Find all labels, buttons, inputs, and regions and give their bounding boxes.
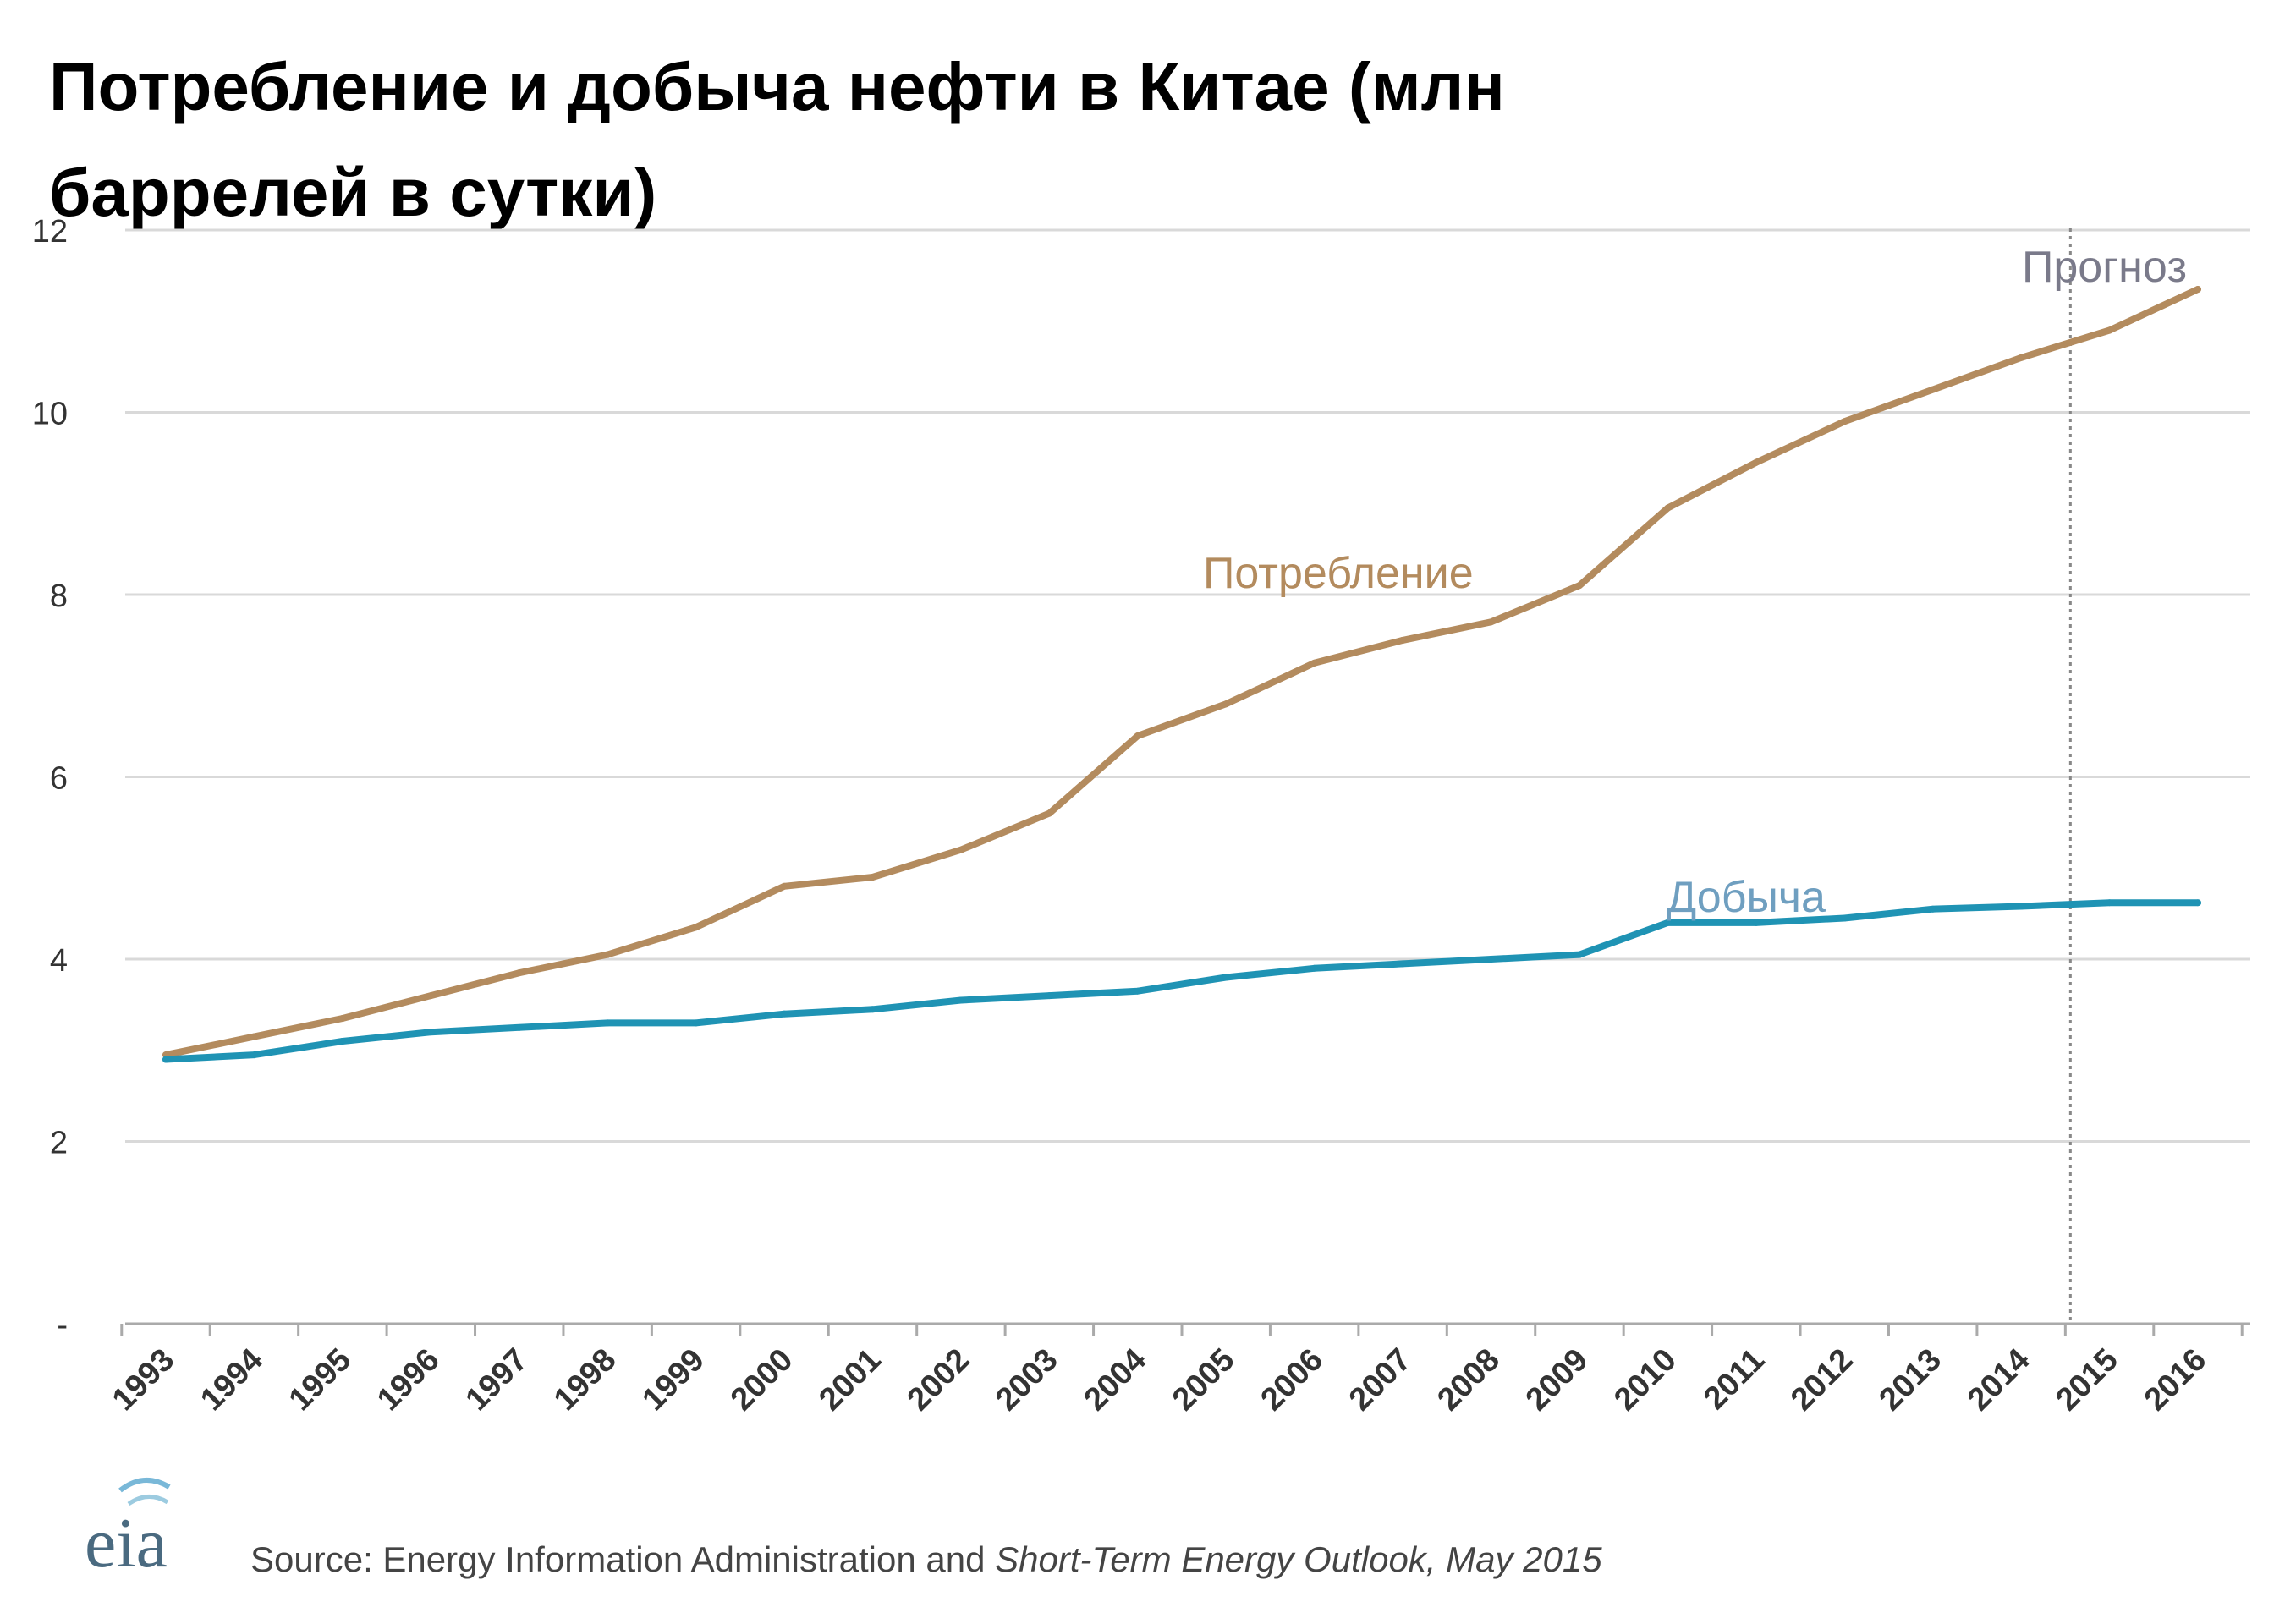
x-tick-label-2005: 2005	[1166, 1342, 1241, 1418]
x-tick-label-2003: 2003	[989, 1342, 1064, 1418]
production-point-1996	[427, 1029, 435, 1036]
production-point-2004	[1134, 987, 1141, 995]
x-tick-label-2002: 2002	[901, 1342, 976, 1418]
production-point-1994	[250, 1051, 258, 1059]
consumption-point-2016	[2194, 286, 2201, 294]
x-tick-label-2004: 2004	[1078, 1342, 1153, 1418]
consumption-line	[162, 286, 2201, 1059]
consumption-point-1994	[250, 1033, 258, 1040]
consumption-point-1997	[515, 969, 523, 977]
production-point-1993	[162, 1056, 169, 1063]
y-tick-label-3: 6	[50, 761, 68, 797]
eia-logo-text: eia	[85, 1504, 168, 1583]
consumption-point-2009	[1575, 582, 1583, 590]
x-tick-label-1997: 1997	[459, 1342, 535, 1418]
y-tick-label-2: 4	[50, 943, 68, 979]
production-point-2005	[1222, 974, 1230, 981]
x-tick-label-1994: 1994	[194, 1342, 269, 1418]
production-point-1999	[692, 1019, 700, 1027]
x-tick-label-1995: 1995	[283, 1342, 358, 1418]
source-suffix: May 2015	[1436, 1539, 1602, 1579]
x-tick-label-2014: 2014	[1961, 1342, 2036, 1418]
x-tick-label-2016: 2016	[2138, 1342, 2213, 1418]
x-tick-label-2007: 2007	[1343, 1342, 1418, 1418]
consumption-point-1999	[692, 924, 700, 931]
production-point-2003	[1046, 992, 1053, 1000]
consumption-point-2000	[781, 882, 788, 890]
consumption-point-2006	[1310, 659, 1318, 667]
production-point-2012	[1841, 914, 1848, 922]
x-axis-ticks: 1993 1994 1995 1996 1997 1998 1999 2000 2001 2002…	[106, 1342, 2213, 1418]
source-italic: Short-Term Energy Outlook,	[995, 1539, 1436, 1579]
consumption-point-2003	[1046, 809, 1053, 817]
consumption-point-2002	[957, 846, 964, 853]
consumption-label: Потребление	[1203, 549, 1474, 598]
chart-title-line-1: Потребление и добыча нефти в Китае (млн	[49, 49, 1505, 124]
consumption-point-2011	[1752, 458, 1760, 466]
consumption-point-2014	[2018, 354, 2025, 361]
x-tick-label-1993: 1993	[106, 1342, 181, 1418]
source-note: Source: Energy Information Administratio…	[250, 1539, 1602, 1579]
x-tick-label-1999: 1999	[635, 1342, 711, 1418]
y-tick-label-4: 8	[50, 579, 68, 614]
x-tick-label-2001: 2001	[812, 1342, 887, 1418]
production-point-1995	[338, 1037, 346, 1045]
eia-logo: eia	[85, 1477, 171, 1583]
eia-logo-arc-icon	[118, 1477, 171, 1493]
x-tick-label-1998: 1998	[547, 1342, 623, 1418]
gridlines	[125, 228, 2250, 1143]
x-tick-label-2000: 2000	[724, 1342, 799, 1418]
production-point-2011	[1752, 919, 1760, 926]
production-point-2010	[1664, 919, 1672, 926]
consumption-point-1996	[427, 992, 435, 1000]
source-prefix: Source: Energy Information Administratio…	[250, 1539, 995, 1579]
production-point-2009	[1575, 951, 1583, 958]
chart-title-line-2: баррелей в сутки)	[49, 155, 656, 230]
production-point-2016	[2194, 899, 2201, 907]
x-axis	[120, 1322, 2250, 1336]
production-point-2007	[1399, 960, 1407, 968]
forecast-label: Прогноз	[2022, 243, 2187, 292]
x-tick-label-2013: 2013	[1873, 1342, 1948, 1418]
production-point-2006	[1310, 964, 1318, 972]
x-tick-label-2009: 2009	[1519, 1342, 1595, 1418]
x-tick-label-2006: 2006	[1255, 1342, 1330, 1418]
consumption-point-2008	[1487, 618, 1495, 626]
y-tick-label-0: -	[57, 1308, 68, 1343]
x-tick-label-1996: 1996	[371, 1342, 446, 1418]
x-tick-label-2010: 2010	[1607, 1342, 1683, 1418]
consumption-point-2015	[2106, 326, 2113, 334]
x-tick-label-2011: 2011	[1697, 1342, 1771, 1417]
consumption-point-2007	[1399, 636, 1407, 644]
production-point-2000	[781, 1010, 788, 1018]
x-tick-label-2015: 2015	[2049, 1342, 2124, 1418]
production-point-1998	[604, 1019, 612, 1027]
series	[162, 286, 2201, 1063]
production-line	[162, 899, 2201, 1063]
production-point-2002	[957, 996, 964, 1004]
production-label: Добыча	[1667, 873, 1826, 922]
production-point-1997	[515, 1023, 523, 1031]
y-tick-label-5: 10	[32, 397, 68, 432]
production-point-2015	[2106, 899, 2113, 907]
y-axis-ticks: - 2 4 6 8 10 12	[32, 214, 68, 1343]
x-tick-label-2012: 2012	[1784, 1342, 1859, 1418]
consumption-point-1998	[604, 951, 612, 958]
y-tick-label-1: 2	[50, 1126, 68, 1161]
consumption-point-2005	[1222, 700, 1230, 708]
consumption-point-2010	[1664, 504, 1672, 512]
production-point-2014	[2018, 903, 2025, 910]
consumption-point-2001	[869, 874, 876, 881]
production-point-2013	[1929, 905, 1936, 913]
production-point-2001	[869, 1006, 876, 1013]
consumption-point-1995	[338, 1015, 346, 1023]
x-tick-label-2008: 2008	[1431, 1342, 1506, 1418]
consumption-point-2004	[1134, 732, 1141, 740]
consumption-point-2013	[1929, 386, 1936, 393]
eia-logo-arc-icon-2	[127, 1495, 169, 1506]
consumption-point-2012	[1841, 418, 1848, 425]
production-point-2008	[1487, 956, 1495, 963]
y-tick-label-6: 12	[32, 214, 68, 250]
